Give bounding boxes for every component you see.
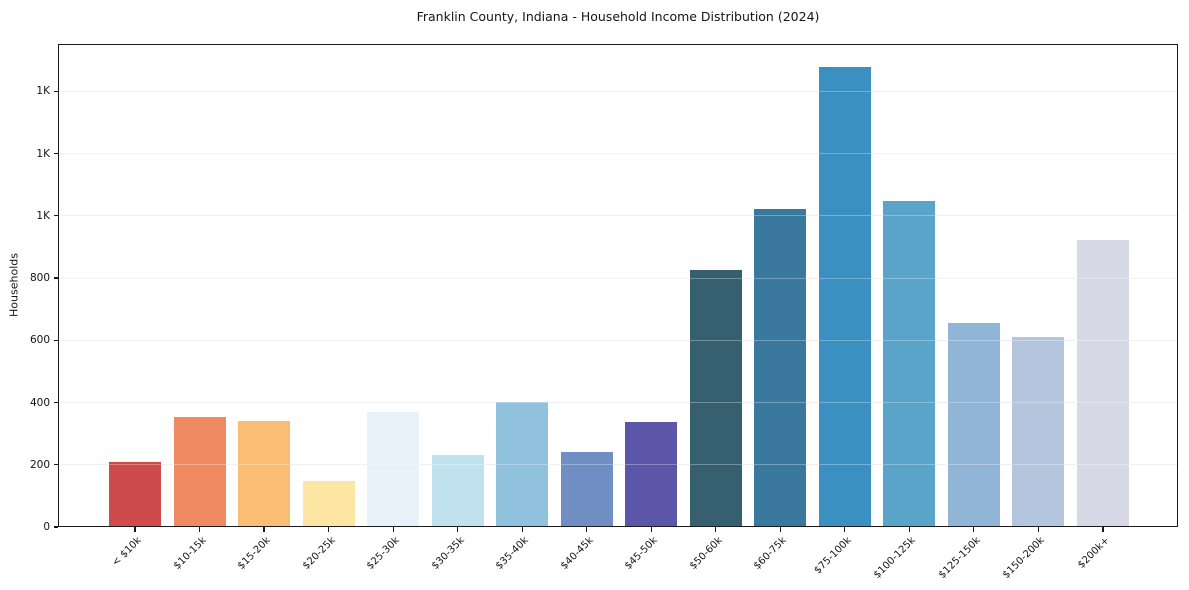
ytick-label-800: 800 (29, 272, 50, 285)
ytick-label-1200: 1K (36, 147, 50, 160)
gridline-1200 (58, 153, 1178, 155)
xtick-mark-200k (1102, 527, 1104, 532)
ytick-label-0: 0 (43, 521, 50, 533)
bar-100-125k (883, 200, 936, 527)
xtick-mark-20-25k (327, 527, 330, 532)
xtick-mark-10k (134, 527, 136, 532)
gridline-overlay-1400 (58, 90, 1178, 92)
xtick-mark-100-125k (908, 527, 910, 532)
ytick-label-600: 600 (29, 334, 50, 347)
plot-frame (58, 44, 1178, 527)
xtick-mark-35-40k (521, 527, 523, 532)
chart-title: Franklin County, Indiana - Household Inc… (416, 9, 820, 24)
xtick-mark-125-150k (973, 527, 975, 532)
gridline-overlay-200 (58, 464, 1178, 466)
gridline-200 (58, 464, 1178, 466)
xtick-mark-10-15k (198, 527, 201, 532)
ytick-mark-0 (54, 526, 58, 528)
gridline-1400 (58, 90, 1178, 92)
gridline-overlay-600 (58, 339, 1178, 341)
gridline-1000 (58, 215, 1178, 217)
ytick-mark-800 (54, 277, 58, 279)
gridline-600 (58, 339, 1178, 341)
bar-150-200k (1012, 336, 1065, 527)
bar-15-20k (238, 420, 291, 527)
ytick-mark-1400 (54, 90, 58, 92)
ytick-label-1000: 1K (36, 209, 50, 222)
ytick-mark-1200 (54, 152, 58, 155)
ytick-mark-600 (54, 339, 58, 341)
bar-25-30k (367, 411, 420, 527)
xtick-mark-25-30k (392, 527, 394, 532)
plot-area (58, 44, 1178, 527)
gridline-overlay-800 (58, 277, 1178, 279)
xtick-mark-15-20k (263, 527, 265, 532)
ytick-label-200: 200 (29, 458, 50, 471)
xtick-mark-60-75k (779, 527, 781, 532)
xtick-label-10k: < $10k (110, 535, 144, 569)
bar-20-25k (302, 480, 355, 527)
bar-10-15k (173, 416, 226, 527)
gridline-800 (58, 277, 1178, 279)
ytick-label-400: 400 (29, 396, 50, 409)
ytick-label-1400: 1K (36, 85, 50, 98)
bar-60-75k (754, 208, 807, 527)
gridline-overlay-1000 (58, 215, 1178, 217)
bar-30-35k (431, 454, 484, 527)
xtick-mark-40-45k (586, 527, 588, 532)
bar-75-100k (818, 67, 871, 527)
bar-200k (1076, 239, 1129, 527)
bar-35-40k (496, 401, 549, 527)
ytick-mark-1000 (54, 215, 58, 217)
xtick-mark-30-35k (457, 527, 459, 532)
xtick-mark-150-200k (1037, 527, 1039, 532)
bar-40-45k (560, 451, 613, 527)
gridline-overlay-400 (58, 402, 1178, 403)
bar-10k (109, 461, 161, 527)
bar-50-60k (689, 269, 742, 527)
gridline-400 (58, 402, 1178, 403)
ytick-mark-400 (54, 401, 58, 404)
xtick-mark-45-50k (650, 527, 652, 532)
bar-125-150k (947, 323, 1000, 527)
ytick-mark-200 (54, 464, 58, 466)
xtick-mark-75-100k (844, 527, 846, 532)
xtick-mark-50-60k (715, 527, 717, 532)
gridline-overlay-1200 (58, 153, 1178, 155)
bar-45-50k (625, 421, 678, 527)
